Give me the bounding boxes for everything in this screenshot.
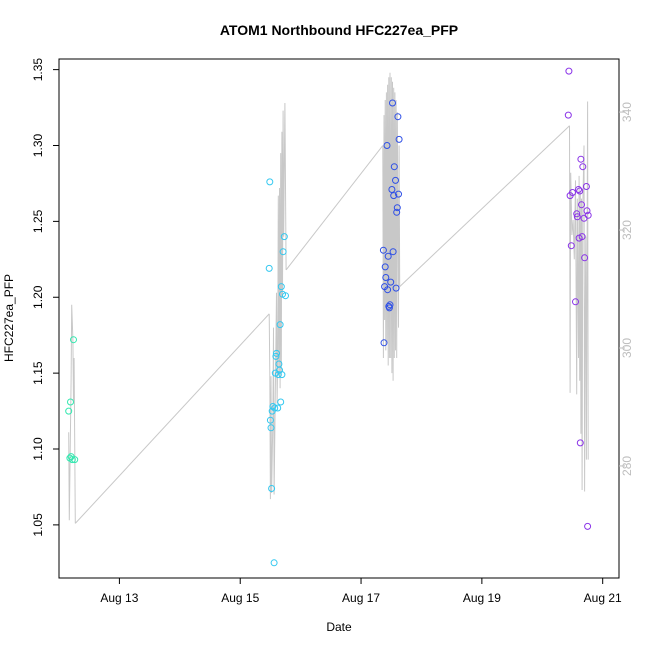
series-line-5: [399, 125, 570, 287]
data-point-3-13: [578, 201, 585, 209]
plot-frame: [58, 58, 620, 579]
data-point-3-20: [584, 522, 592, 530]
data-point-3-11: [576, 439, 584, 447]
data-point-1-23: [282, 292, 289, 300]
data-point-3-6: [573, 210, 581, 218]
data-point-3-5: [572, 298, 579, 306]
data-point-3-21: [584, 211, 592, 219]
data-point-1-11: [273, 349, 280, 357]
x-tick-label-1: Aug 15: [221, 591, 259, 605]
data-point-3-12: [577, 155, 585, 163]
data-point-0-4: [68, 456, 76, 464]
x-tick-label-2: Aug 17: [342, 591, 380, 605]
data-points: [65, 67, 592, 567]
series-line-2: [268, 102, 287, 500]
data-point-1-6: [269, 403, 277, 410]
data-point-2-14: [389, 248, 397, 256]
y2-tick-label-2: 320: [620, 220, 634, 240]
data-point-2-21: [394, 113, 402, 121]
data-point-1-8: [271, 404, 279, 412]
data-point-2-17: [392, 176, 399, 184]
data-point-2-9: [385, 304, 393, 312]
series-line-6: [569, 101, 589, 492]
data-point-1-10: [272, 352, 280, 360]
y2-tick-label-0: 280: [620, 456, 634, 476]
data-point-3-18: [582, 183, 590, 190]
data-point-1-1: [266, 178, 274, 186]
data-point-2-5: [383, 142, 391, 149]
x-tick-label-0: Aug 13: [100, 591, 138, 605]
data-point-2-6: [384, 286, 392, 294]
series-line-3: [285, 145, 384, 271]
series-line-1: [74, 313, 270, 524]
data-point-1-12: [274, 404, 282, 412]
data-point-2-22: [395, 190, 402, 198]
chart-title: ATOM1 Northbound HFC227ea_PFP: [220, 22, 458, 38]
data-point-1-19: [278, 371, 286, 379]
data-point-1-13: [274, 371, 282, 379]
data-point-1-18: [277, 283, 285, 291]
y2-tick-label-1: 300: [620, 338, 634, 358]
y-axis-left: 1.05 1.10 1.15 1.20 1.25 1.30 1.35: [31, 58, 59, 537]
data-point-2-16: [390, 163, 398, 171]
data-point-3-19: [583, 207, 591, 215]
data-point-0-2: [67, 398, 74, 406]
data-point-2-20: [393, 204, 401, 212]
series-line-4: [382, 72, 401, 381]
data-point-3-7: [573, 213, 581, 221]
y-tick-label-6: 1.35: [31, 58, 45, 82]
data-point-2-7: [384, 252, 392, 260]
data-point-3-4: [569, 189, 576, 196]
x-tick-label-4: Aug 21: [584, 591, 622, 605]
x-tick-label-3: Aug 19: [463, 591, 501, 605]
data-point-1-0: [265, 264, 273, 272]
data-point-2-12: [388, 186, 396, 193]
data-point-1-22: [280, 233, 288, 241]
data-point-1-7: [270, 559, 278, 567]
y-tick-label-0: 1.05: [31, 513, 45, 537]
data-point-3-1: [565, 67, 573, 75]
data-point-1-3: [267, 424, 275, 432]
data-point-1-21: [279, 248, 287, 256]
data-point-2-4: [382, 274, 390, 281]
y-axis-label: HFC227ea_PFP: [2, 274, 16, 362]
data-point-2-11: [387, 278, 395, 286]
data-point-0-5: [70, 336, 77, 344]
data-point-1-16: [276, 321, 284, 329]
data-point-3-10: [576, 187, 584, 195]
data-point-3-3: [567, 242, 575, 250]
y-axis-right: 280 300 320 340: [619, 102, 634, 476]
y-tick-label-3: 1.20: [31, 285, 45, 309]
y-tick-label-5: 1.30: [31, 133, 45, 157]
series-lines: [68, 72, 589, 524]
data-point-3-14: [578, 233, 586, 241]
data-point-3-8: [575, 186, 582, 193]
data-point-1-17: [277, 398, 285, 406]
data-point-2-0: [379, 246, 387, 254]
data-point-0-0: [65, 407, 73, 415]
y-tick-label-1: 1.10: [31, 437, 45, 461]
data-point-2-18: [392, 284, 400, 292]
data-point-2-13: [389, 99, 396, 107]
data-point-2-3: [381, 263, 389, 271]
data-point-2-19: [393, 208, 401, 216]
y-tick-label-2: 1.15: [31, 361, 45, 385]
data-point-0-6: [71, 456, 79, 464]
y2-tick-label-3: 340: [620, 102, 634, 122]
data-point-1-2: [266, 416, 274, 424]
y-tick-label-4: 1.25: [31, 209, 45, 233]
data-point-1-4: [268, 485, 276, 492]
data-point-3-0: [564, 111, 572, 119]
data-point-2-23: [395, 135, 403, 143]
data-point-2-1: [380, 339, 388, 347]
series-line-0: [68, 304, 76, 524]
data-point-3-15: [579, 163, 587, 171]
x-axis-label: Date: [326, 620, 352, 634]
data-point-2-15: [390, 192, 398, 200]
data-point-3-17: [581, 254, 589, 262]
x-axis: Aug 13 Aug 15 Aug 17 Aug 19 Aug 21: [100, 578, 622, 605]
data-point-2-10: [386, 301, 394, 309]
